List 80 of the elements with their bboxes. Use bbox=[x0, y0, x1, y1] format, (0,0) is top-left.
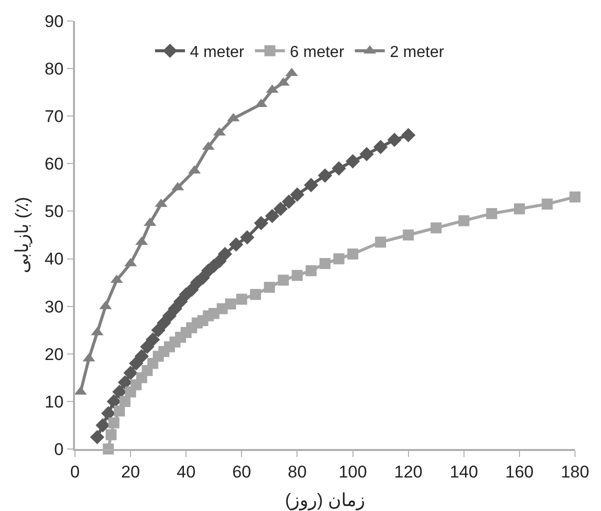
y-tick-label: 80 bbox=[44, 60, 64, 79]
point bbox=[184, 282, 199, 297]
y-tick-label: 70 bbox=[44, 107, 64, 126]
x-tick-label: 120 bbox=[394, 462, 423, 482]
point bbox=[290, 187, 304, 202]
point bbox=[236, 294, 248, 305]
x-tick-label: 180 bbox=[560, 462, 590, 482]
point bbox=[360, 147, 374, 162]
point bbox=[318, 168, 332, 183]
point bbox=[112, 384, 127, 400]
y-tick-label: 40 bbox=[44, 250, 64, 269]
point bbox=[118, 375, 132, 390]
point bbox=[134, 349, 149, 364]
x-tick-label: 60 bbox=[232, 462, 252, 482]
point bbox=[458, 215, 470, 226]
point bbox=[514, 203, 525, 214]
point bbox=[151, 322, 166, 338]
y-tick-label: 0 bbox=[54, 440, 64, 459]
point bbox=[101, 406, 116, 420]
y-axis-title: بازیابی (٪) bbox=[12, 196, 33, 274]
point bbox=[282, 194, 296, 209]
legend-label: 6 meter bbox=[290, 44, 345, 61]
point bbox=[430, 222, 442, 234]
point bbox=[218, 246, 232, 262]
y-tick-label: 20 bbox=[44, 344, 64, 364]
point bbox=[146, 332, 160, 347]
point bbox=[254, 216, 268, 230]
y-tick-label: 50 bbox=[44, 202, 64, 222]
point bbox=[240, 230, 254, 245]
y-tick-label: 60 bbox=[44, 154, 64, 174]
x-tick-label: 160 bbox=[505, 462, 534, 482]
point bbox=[347, 248, 358, 260]
point bbox=[173, 294, 188, 309]
point bbox=[106, 429, 117, 440]
legend-label: 2 meter bbox=[390, 44, 445, 61]
y-tick-label: 30 bbox=[44, 297, 64, 316]
y-tick-label: 10 bbox=[44, 392, 64, 412]
x-tick-label: 40 bbox=[176, 462, 196, 482]
point bbox=[542, 198, 553, 210]
point bbox=[162, 308, 177, 323]
x-tick-label: 0 bbox=[70, 462, 80, 482]
point bbox=[225, 298, 236, 310]
point bbox=[156, 316, 172, 330]
point bbox=[346, 154, 360, 168]
point bbox=[292, 270, 303, 281]
x-tick-label: 80 bbox=[288, 462, 307, 482]
point bbox=[304, 178, 318, 192]
x-axis-title: زمان (روز) bbox=[284, 490, 366, 511]
legend-label: 4 meter bbox=[190, 44, 245, 61]
point bbox=[401, 128, 416, 142]
point bbox=[333, 253, 344, 264]
point bbox=[140, 340, 154, 354]
point bbox=[120, 396, 130, 407]
point bbox=[273, 202, 288, 216]
point bbox=[108, 417, 120, 428]
point bbox=[264, 282, 275, 293]
point bbox=[96, 418, 110, 432]
x-tick-label: 20 bbox=[121, 462, 140, 482]
point bbox=[106, 394, 122, 409]
point bbox=[375, 236, 386, 248]
point bbox=[228, 237, 244, 252]
point bbox=[320, 258, 330, 270]
y-tick-label: 90 bbox=[44, 12, 64, 31]
point bbox=[402, 230, 414, 240]
point bbox=[306, 265, 317, 276]
point bbox=[212, 254, 227, 268]
point bbox=[265, 208, 280, 224]
point bbox=[570, 191, 580, 202]
point bbox=[114, 405, 125, 416]
point bbox=[123, 366, 138, 380]
x-tick-label: 100 bbox=[338, 462, 367, 482]
point bbox=[278, 274, 289, 286]
point bbox=[486, 208, 498, 220]
point bbox=[196, 270, 210, 285]
point bbox=[332, 161, 346, 176]
point bbox=[373, 140, 388, 154]
point bbox=[387, 132, 402, 148]
point bbox=[90, 430, 104, 444]
point bbox=[250, 288, 262, 300]
x-tick-label: 140 bbox=[450, 462, 478, 482]
